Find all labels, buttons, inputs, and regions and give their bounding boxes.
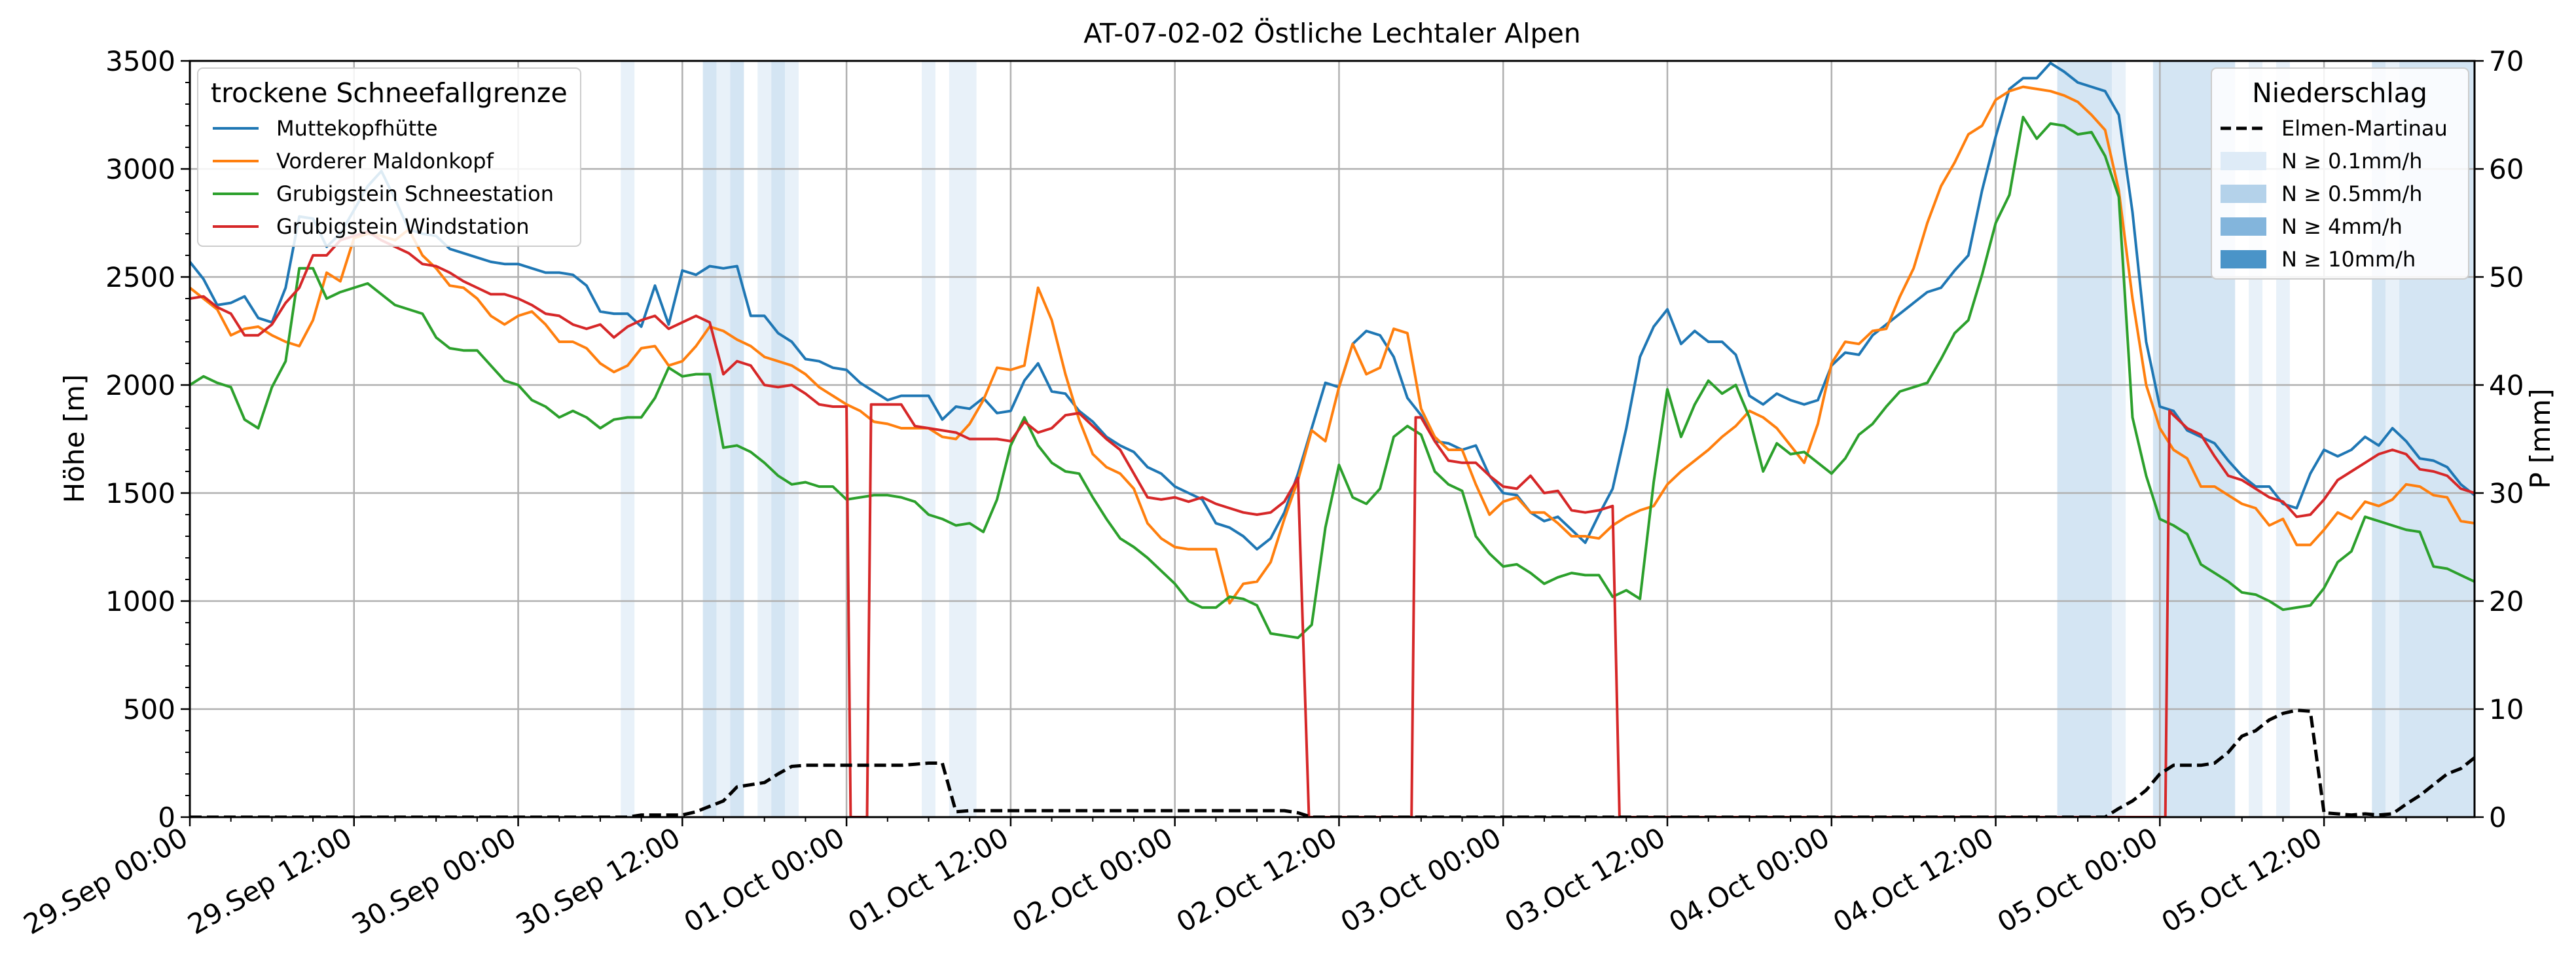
y-axis-label: Höhe [m] [58,375,90,504]
precip-band [785,61,799,817]
series-lines [190,62,2475,817]
legend-swatch [2221,152,2266,170]
y2-tick-label: 70 [2489,45,2524,77]
x-tick-label: 05.Oct 00:00 [1992,821,2164,938]
x-tick-label: 30.Sep 12:00 [511,821,685,941]
precip-band [716,61,731,817]
legend-precip: Niederschlag Elmen-Martinau N ≥ 0.1mm/h N … [2211,67,2469,280]
chart-title: AT-07-02-02 Östliche Lechtaler Alpen [1083,18,1581,49]
precip-band [771,61,786,817]
precip-band [702,61,717,817]
series-line [190,115,2475,640]
legend-swatch [2221,217,2266,236]
x-tick-label: 02.Oct 12:00 [1171,821,1343,938]
y-tick-label: 1000 [105,585,175,617]
legend-label: N ≥ 10mm/h [2281,247,2416,272]
y2-tick-label: 50 [2489,261,2524,293]
precip-band [730,61,744,817]
x-tick-label: 03.Oct 00:00 [1335,821,1507,938]
legend-swatch [2221,185,2266,203]
y-tick-label: 500 [123,693,175,725]
x-tick-label: 30.Sep 00:00 [346,821,521,941]
precip-band [2057,61,2113,817]
legend-precip-frame [2211,67,2469,280]
legend-label: N ≥ 0.5mm/h [2281,181,2422,206]
y-tick-label: 2000 [105,369,175,401]
plot-frame [189,60,2476,818]
y2-tick-label: 40 [2489,369,2524,401]
series-line [190,85,2475,605]
x-tick-label: 01.Oct 12:00 [843,821,1014,938]
x-tick-label: 02.Oct 00:00 [1007,821,1178,938]
series-line [190,230,2475,817]
y2-tick-label: 30 [2489,477,2524,509]
x-tick-label: 04.Oct 00:00 [1663,821,1835,938]
precip-band [621,61,635,817]
legend-stations-frame [197,67,581,247]
x-tick-label: 04.Oct 12:00 [1828,821,1999,938]
series-line [190,708,2475,817]
y2-tick-label: 60 [2489,153,2524,185]
x-tick-label: 01.Oct 00:00 [678,821,850,938]
y2-tick-label: 20 [2489,585,2524,617]
y2-tick-label: 10 [2489,693,2524,725]
x-tick-label: 29.Sep 12:00 [182,821,357,941]
y-tick-label: 3000 [105,153,175,185]
y-tick-label: 3500 [105,45,175,77]
legend-label: Muttekopfhütte [276,116,438,141]
legend-label: N ≥ 0.1mm/h [2281,149,2422,174]
precip-band [922,61,935,817]
legend-stations-title: trockene Schneefallgrenze [211,77,568,109]
legend-precip-title: Niederschlag [2252,77,2427,109]
legend-label: Grubigstein Schneestation [276,181,554,206]
legend-swatch [2221,250,2266,268]
x-tick-label: 05.Oct 12:00 [2156,821,2327,938]
legend-stations: trockene Schneefallgrenze Muttekopfhütte… [197,67,581,247]
y2-tick-label: 0 [2489,801,2507,834]
x-tick-label: 29.Sep 00:00 [18,821,193,941]
legend-label: Elmen-Martinau [2281,116,2448,141]
y2-axis-label: P [mm] [2524,388,2556,488]
y-tick-label: 2500 [105,261,175,293]
y-tick-label: 0 [158,801,175,834]
precip-band [757,61,772,817]
legend-label: Vorderer Maldonkopf [276,149,494,174]
legend-label: N ≥ 4mm/h [2281,214,2403,239]
y-tick-label: 1500 [105,477,175,509]
x-tick-label: 03.Oct 12:00 [1499,821,1671,938]
legend-label: Grubigstein Windstation [276,214,530,239]
